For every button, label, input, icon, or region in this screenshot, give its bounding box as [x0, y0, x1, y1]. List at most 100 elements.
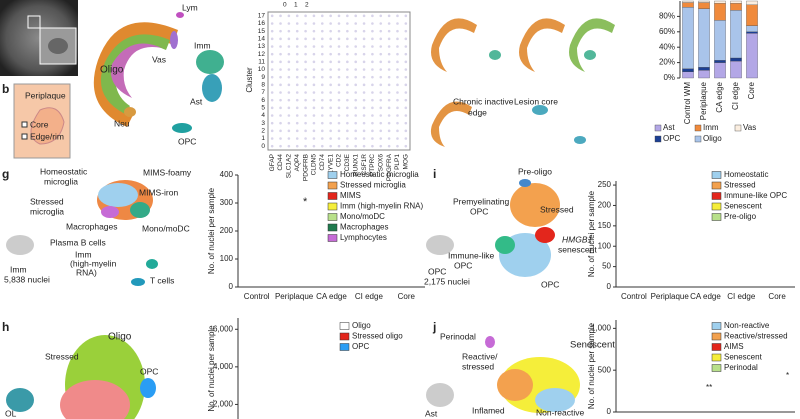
panel-label: g [2, 167, 9, 181]
dot [279, 29, 282, 33]
legend-swatch [711, 202, 722, 211]
dot [320, 52, 324, 56]
y-tick-label: 0% [663, 73, 675, 82]
lesion [48, 38, 68, 54]
dot [346, 121, 349, 125]
label: Non-reactive [536, 407, 584, 417]
dot [329, 68, 332, 71]
umap [510, 183, 560, 227]
box [21, 133, 28, 140]
dot [387, 83, 391, 87]
dot [337, 106, 341, 110]
label: Lym [182, 2, 198, 12]
x-tick-label: Core [398, 292, 416, 301]
dot [320, 106, 324, 110]
dot [387, 106, 391, 110]
dot [329, 98, 332, 102]
dot [270, 68, 274, 71]
dot [362, 14, 366, 18]
dot [295, 114, 299, 117]
dot [387, 121, 391, 125]
dot [379, 121, 383, 125]
source-umap [6, 235, 34, 255]
cluster-label: 12 [258, 51, 266, 58]
legend-label: Ast [663, 123, 675, 132]
dot [404, 14, 408, 18]
dot [329, 91, 332, 94]
dot [312, 121, 316, 125]
dot [387, 29, 391, 33]
dot [396, 83, 399, 87]
legend-label: Stressed oligo [352, 332, 403, 341]
dot [346, 75, 349, 79]
x-tick-label: CI edge [727, 292, 756, 301]
dot [270, 114, 274, 117]
dot [312, 14, 316, 18]
dot [312, 106, 316, 110]
umap-vas [170, 31, 178, 49]
label: Imm [10, 264, 27, 274]
dot [279, 37, 282, 41]
label: Perinodal [440, 331, 476, 341]
dot [270, 144, 274, 148]
dot [362, 144, 366, 148]
label: OPC [178, 136, 196, 146]
dot [396, 29, 399, 33]
legend-swatch [339, 322, 350, 330]
y-tick-label: 300 [220, 198, 234, 207]
dot [279, 75, 282, 79]
x-tick-label: CI edge [355, 292, 384, 301]
label: Periplaque [25, 90, 66, 100]
bar-segment [730, 10, 742, 59]
dot [362, 98, 366, 102]
y-tick-label: 40% [659, 42, 675, 51]
cluster-label: 3 [261, 120, 265, 127]
dot [387, 68, 391, 71]
dot [279, 144, 282, 148]
x-tick-label: CA edge [316, 292, 347, 301]
dot [362, 137, 366, 140]
y-tick-label: 200 [598, 201, 612, 210]
bar-segment [746, 4, 758, 26]
dot [295, 144, 299, 148]
cluster-label: 16 [258, 20, 266, 27]
dot [270, 137, 274, 140]
legend-swatch [654, 124, 662, 132]
legend-swatch [339, 343, 350, 351]
axis-label: No. of nuclei per sample [587, 190, 596, 277]
umap [485, 336, 495, 348]
bar-segment [714, 3, 726, 21]
legend-label: Lymphocytes [340, 233, 387, 242]
x-tick-label: Core [768, 292, 786, 301]
label: Inflamed [472, 405, 505, 415]
panel-label: h [2, 320, 9, 334]
bar-segment [698, 2, 710, 9]
legend-swatch [711, 181, 722, 190]
dot [396, 45, 399, 48]
legend-label: OPC [663, 134, 681, 143]
y-tick-label: 0 [607, 407, 612, 416]
bar-segment [746, 33, 758, 79]
dot [379, 22, 383, 25]
dot [337, 75, 341, 79]
label: 2,175 nuclei [424, 276, 470, 286]
dot [320, 98, 324, 102]
dot [270, 52, 274, 56]
label: Ast [190, 96, 203, 106]
label: MIMS-iron [139, 187, 178, 197]
dot [354, 14, 358, 18]
dot [362, 114, 366, 117]
dot [304, 52, 307, 56]
dot [346, 144, 349, 148]
dot [329, 83, 332, 87]
dot [279, 129, 282, 133]
y-tick-label: 60% [659, 27, 675, 36]
dot [329, 114, 332, 117]
dot [387, 144, 391, 148]
legend-swatch [327, 223, 338, 232]
dot [279, 60, 282, 64]
legend-label: Stressed microglia [340, 181, 406, 190]
dot [312, 75, 316, 79]
legend-swatch [711, 332, 722, 341]
bar-segment [730, 3, 742, 11]
